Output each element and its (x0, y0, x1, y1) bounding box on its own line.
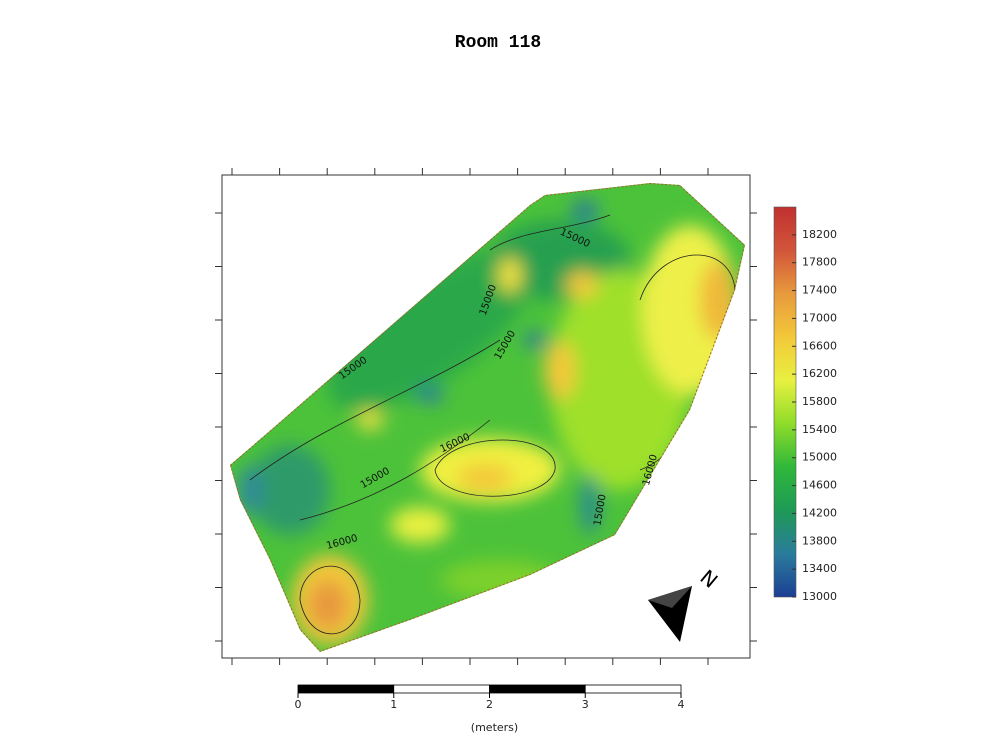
scale-segment (297, 684, 395, 694)
scale-segment (393, 684, 490, 694)
colorbar-tick-label: 13800 (802, 534, 837, 547)
scale-tick-label: 1 (390, 698, 397, 711)
colorbar-tick-label: 15400 (802, 423, 837, 436)
colorbar-tick-label: 14200 (802, 506, 837, 519)
colorbar-tick-label: 16600 (802, 339, 837, 352)
scale-bar: 0 1 2 3 4 (meters) (295, 684, 685, 734)
scale-unit: (meters) (471, 721, 518, 734)
colorbar-tick-label: 17000 (802, 311, 837, 324)
colorbar: 13000 13400 13800 14200 14600 15000 15400 15800… (773, 206, 837, 603)
colorbar-tick-label: 13000 (802, 590, 837, 603)
colorbar-tick-label: 14600 (802, 479, 837, 492)
scale-tick-label: 3 (582, 698, 589, 711)
scale-tick-label: 2 (486, 698, 493, 711)
scale-tick-label: 0 (295, 698, 302, 711)
colorbar-tick-label: 16200 (802, 367, 837, 380)
colorbar-tick-label: 18200 (802, 228, 837, 241)
title: Room 118 (455, 33, 541, 53)
scale-segment (584, 684, 682, 694)
colorbar-tick-label: 17800 (802, 256, 837, 269)
frame-ticks (215, 168, 757, 665)
scale-tick-label: 4 (678, 698, 685, 711)
colorbar-tick-label: 17400 (802, 284, 837, 297)
colorbar-tick-label: 13400 (802, 562, 837, 575)
colorbar-tick-label: 15000 (802, 451, 837, 464)
contour-label: 15000 (592, 493, 608, 526)
scale-segment (489, 684, 586, 694)
colorbar-tick-label: 15800 (802, 395, 837, 408)
